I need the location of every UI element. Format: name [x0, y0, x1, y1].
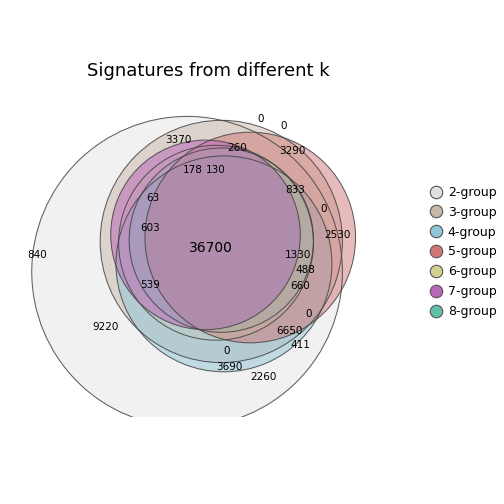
Circle shape — [145, 132, 356, 343]
Circle shape — [116, 156, 332, 372]
Text: 660: 660 — [290, 281, 310, 291]
Text: 63: 63 — [146, 193, 159, 203]
Circle shape — [32, 116, 342, 427]
Legend: 2-group, 3-group, 4-group, 5-group, 6-group, 7-group, 8-group: 2-group, 3-group, 4-group, 5-group, 6-gr… — [425, 181, 501, 323]
Text: 840: 840 — [27, 249, 47, 260]
Text: 3290: 3290 — [279, 146, 305, 156]
Text: 9220: 9220 — [92, 322, 118, 332]
Text: 3370: 3370 — [165, 135, 191, 145]
Text: 488: 488 — [296, 266, 316, 275]
Text: 6650: 6650 — [277, 326, 303, 336]
Circle shape — [100, 120, 342, 362]
Text: 539: 539 — [140, 280, 160, 290]
Circle shape — [118, 145, 313, 340]
Text: 130: 130 — [206, 165, 226, 175]
Circle shape — [111, 140, 300, 330]
Text: 2260: 2260 — [250, 372, 277, 382]
Text: 36700: 36700 — [189, 241, 233, 255]
Text: 0: 0 — [258, 114, 264, 124]
Text: 260: 260 — [227, 143, 247, 153]
Title: Signatures from different k: Signatures from different k — [88, 62, 330, 80]
Text: 833: 833 — [285, 185, 305, 195]
Text: 2530: 2530 — [324, 230, 350, 240]
Text: 603: 603 — [140, 223, 160, 233]
Text: 178: 178 — [182, 165, 202, 175]
Circle shape — [129, 148, 313, 332]
Text: 411: 411 — [290, 341, 310, 350]
Text: 1330: 1330 — [284, 249, 311, 260]
Text: 3690: 3690 — [216, 361, 242, 371]
Text: 0: 0 — [280, 120, 286, 131]
Text: 0: 0 — [223, 346, 230, 356]
Text: 0: 0 — [305, 309, 311, 319]
Text: 0: 0 — [321, 204, 327, 214]
